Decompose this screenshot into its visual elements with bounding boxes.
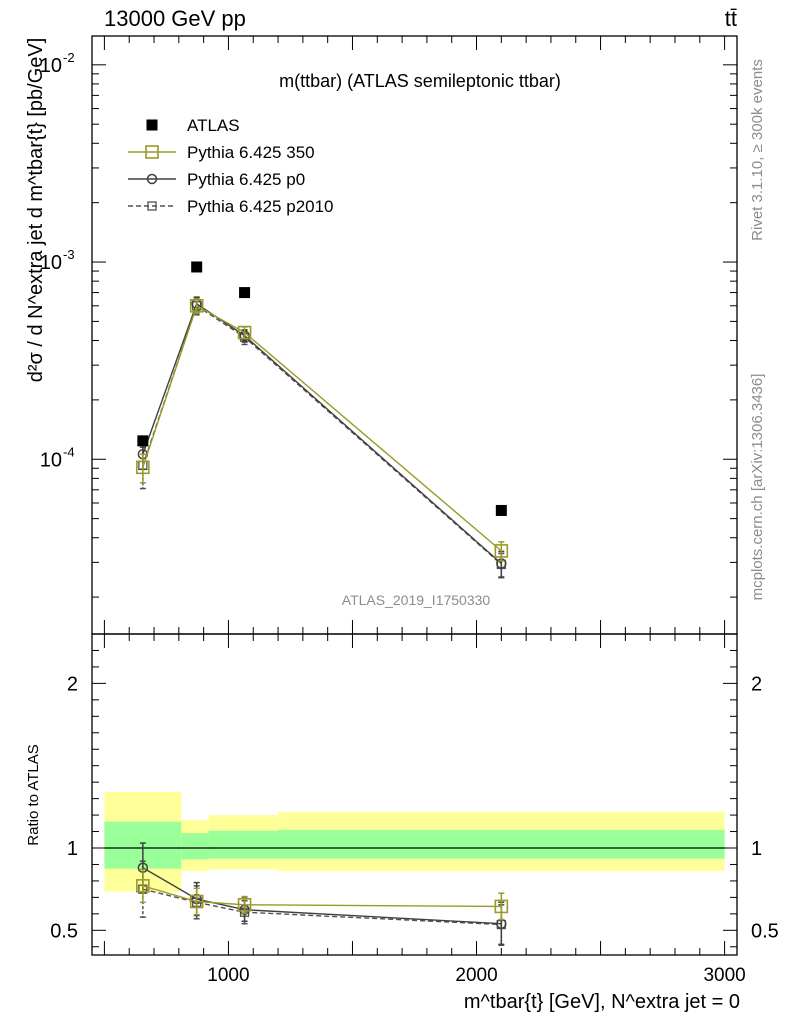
ratio-y-tick-label: 2 (67, 673, 78, 695)
ratio-data-point (494, 899, 509, 914)
main-plot-area (136, 261, 509, 579)
ratio-series-line (142, 888, 502, 926)
main-series-pythia-6-425-p2010 (138, 296, 506, 578)
main-data-point (495, 504, 507, 516)
main-series-atlas (137, 261, 507, 516)
legend-marker (146, 173, 158, 185)
main-series-line (142, 304, 502, 565)
main-y-tick-label: 10 (40, 449, 62, 471)
main-data-point (136, 460, 150, 475)
ratio-y-tick-label-right: 2 (751, 673, 762, 695)
ratio-y-tick-label: 1 (67, 838, 78, 860)
energy-label: 13000 GeV pp (104, 6, 246, 31)
mcplots-source-label: mcplots.cern.ch [arXiv:1306.3436] (749, 374, 766, 601)
x-tick-label: 1000 (207, 965, 249, 986)
ratio-y-tick-label-right: 0.5 (751, 920, 779, 942)
main-y-axis-label: d²σ / d N^extra jet d m^tbar{t} [pb/GeV] (25, 38, 47, 383)
legend-label: Pythia 6.425 p2010 (187, 197, 334, 216)
ratio-uncertainty-bands (104, 792, 725, 892)
ratio-data-point (189, 894, 204, 909)
analysis-watermark: ATLAS_2019_I1750330 (342, 592, 491, 608)
legend-marker (146, 119, 158, 131)
legend-item: Pythia 6.425 350 (128, 143, 315, 162)
legend-marker (147, 201, 157, 211)
main-data-point (237, 325, 252, 340)
process-label: tt̄ (725, 6, 737, 31)
legend-item: Pythia 6.425 p2010 (128, 197, 334, 216)
main-series-pythia-6-425-p0 (137, 296, 507, 579)
x-tick-label: 2000 (455, 965, 497, 986)
main-y-tick-exponent: -4 (63, 444, 75, 459)
legend: ATLAS Pythia 6.425 350 Pythia 6.425 p0 Pyth… (128, 116, 334, 216)
main-data-point (189, 298, 204, 313)
main-y-tick-label: 10 (40, 55, 62, 77)
legend-item: Pythia 6.425 p0 (128, 170, 305, 189)
main-y-tick-label: 10 (40, 252, 62, 274)
ratio-y-tick-label: 0.5 (50, 920, 78, 942)
main-data-point (191, 261, 203, 273)
main-data-point (239, 287, 251, 299)
main-data-point (137, 435, 149, 447)
ratio-y-tick-label-right: 1 (751, 838, 762, 860)
main-y-tick-exponent: -3 (63, 247, 75, 262)
ratio-series-line (142, 867, 502, 925)
legend-label: Pythia 6.425 350 (187, 143, 315, 162)
legend-marker (145, 145, 159, 159)
ratio-band-inner (278, 829, 725, 859)
ratio-data-point (237, 897, 252, 912)
ratio-plot-frame (91, 633, 738, 956)
main-series-line (142, 302, 502, 565)
main-data-point (494, 544, 509, 558)
main-y-tick-exponent: -2 (63, 50, 75, 65)
main-plot-title: m(ttbar) (ATLAS semileptonic ttbar) (279, 71, 561, 91)
ratio-band-inner (208, 830, 279, 859)
ratio-series-line (142, 885, 502, 908)
ratio-plot-area (136, 842, 509, 946)
main-series-line (142, 304, 502, 552)
legend-label: ATLAS (187, 116, 240, 135)
rivet-version-label: Rivet 3.1.10, ≥ 300k events (749, 59, 766, 241)
ratio-data-point (136, 879, 150, 893)
main-series-pythia-6-425-350 (136, 298, 509, 562)
legend-item: ATLAS (146, 116, 240, 135)
ratio-band-inner (181, 833, 209, 860)
ratio-series-pythia-6-425-350 (136, 868, 509, 921)
legend-label: Pythia 6.425 p0 (187, 170, 305, 189)
x-axis-label: m^tbar{t} [GeV], N^extra jet = 0 (464, 991, 740, 1013)
ratio-y-axis-label: Ratio to ATLAS (25, 744, 42, 845)
x-tick-label: 3000 (703, 965, 745, 986)
